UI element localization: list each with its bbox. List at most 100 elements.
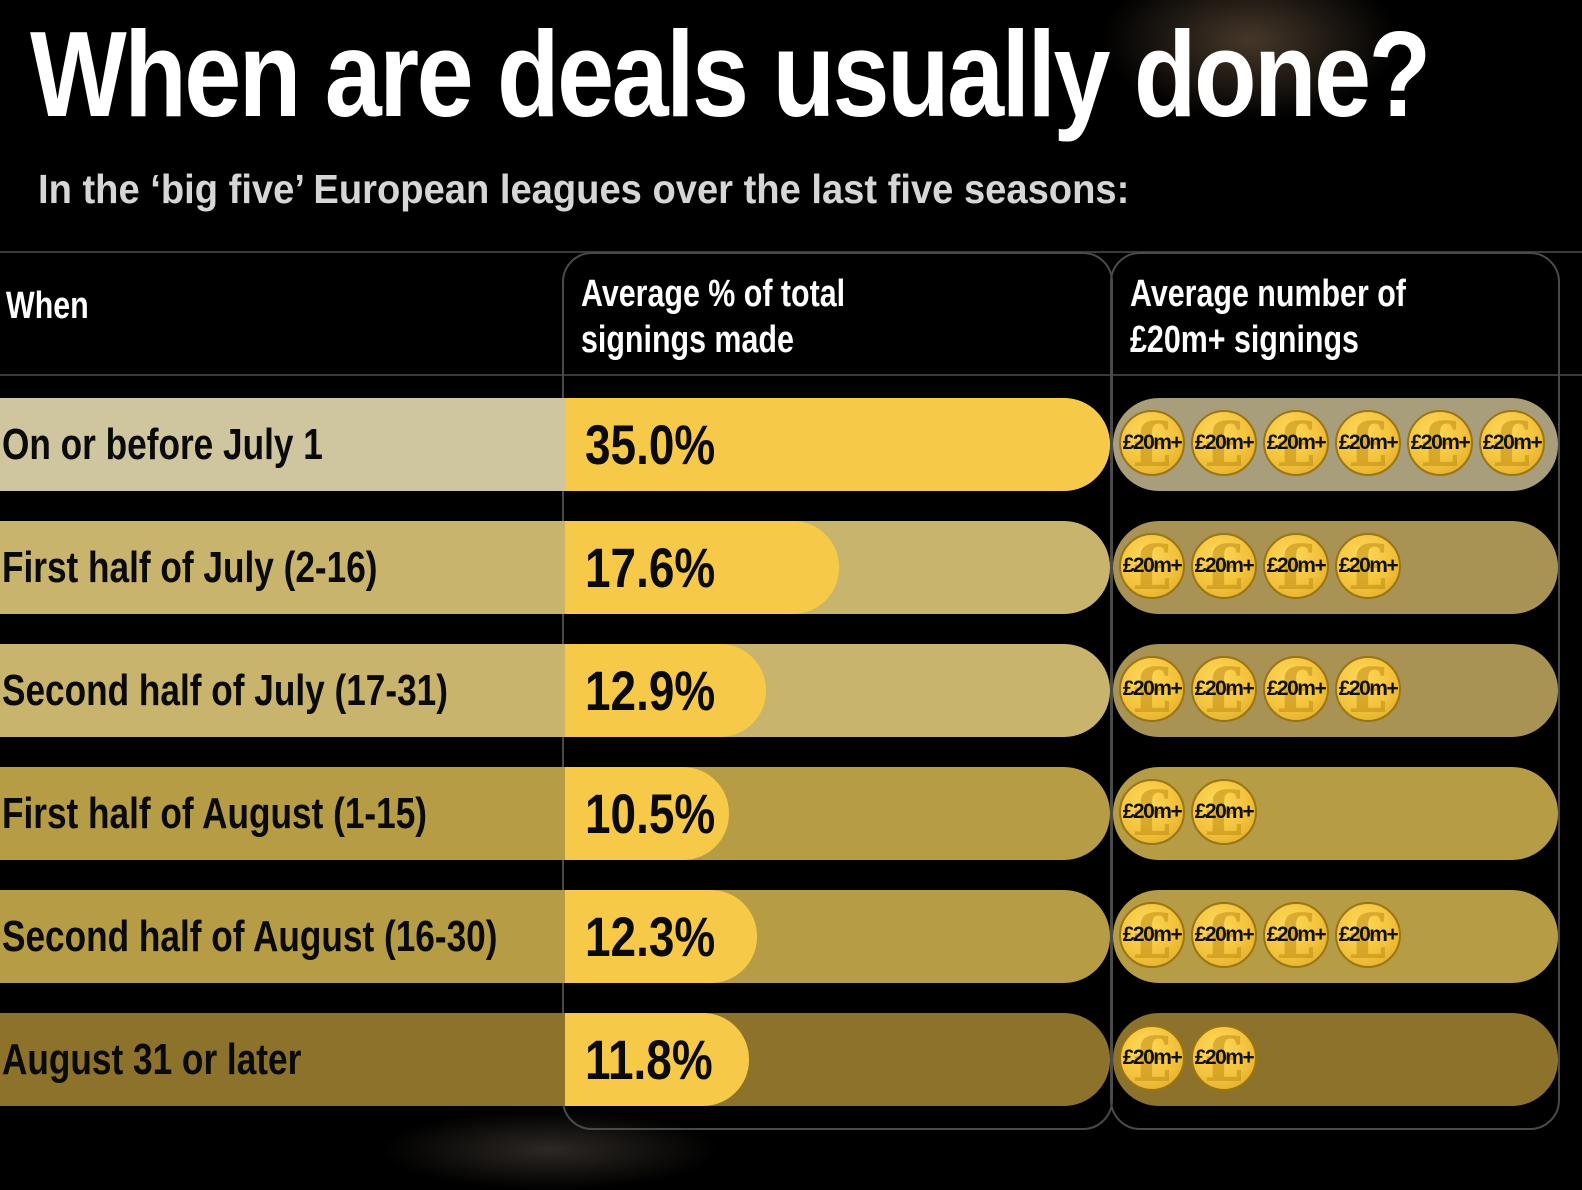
coin-icon: £ £20m+: [1335, 533, 1401, 599]
coin-label: £20m+: [1122, 1046, 1183, 1069]
coin-track: £ £20m+ £ £20m+ £ £20m+ £ £20m+: [1113, 890, 1558, 983]
row-label: First half of August (1-15): [2, 789, 428, 838]
pound-sign-icon: £: [1202, 533, 1246, 599]
coin-icon: £ £20m+: [1119, 533, 1185, 599]
header-count-line2: £20m+ signings: [1130, 319, 1359, 361]
coin-label: £20m+: [1194, 1046, 1255, 1069]
coin-icon: £ £20m+: [1479, 410, 1545, 476]
pound-sign-icon: £: [1274, 533, 1318, 599]
header-bottom-divider: [0, 374, 1582, 376]
pct-value-label: 12.9%: [585, 659, 716, 722]
coin-track: £ £20m+ £ £20m+ £ £20m+ £ £20m+: [1113, 521, 1558, 614]
pound-sign-icon: £: [1130, 1025, 1174, 1091]
pct-value-label: 10.5%: [585, 782, 716, 845]
row-label: Second half of August (16-30): [2, 912, 498, 961]
coin-track: £ £20m+ £ £20m+: [1113, 767, 1558, 860]
coin-group: £ £20m+ £ £20m+ £ £20m+ £ £20m+ £ £20m+ £ £20m+: [1119, 410, 1551, 480]
header-count-line1: Average number of: [1130, 273, 1406, 315]
pound-sign-icon: £: [1202, 410, 1246, 476]
header-pct-line1: Average % of total: [581, 273, 846, 315]
chart-title: When are deals usually done?: [30, 6, 1431, 142]
pct-bar: [565, 521, 839, 614]
coin-label: £20m+: [1266, 431, 1327, 454]
coin-icon: £ £20m+: [1263, 410, 1329, 476]
coin-label: £20m+: [1410, 431, 1471, 454]
pct-value-label: 17.6%: [585, 536, 716, 599]
row-label-background: [0, 767, 565, 860]
pound-sign-icon: £: [1274, 902, 1318, 968]
pound-sign-icon: £: [1346, 410, 1390, 476]
pound-sign-icon: £: [1202, 902, 1246, 968]
row-label: On or before July 1: [2, 420, 323, 469]
row-label-background: [0, 1013, 565, 1106]
row-label: First half of July (2-16): [2, 543, 378, 592]
background-photo-highlight: [1100, 0, 1400, 120]
table-row: Second half of July (17-31) 12.9% £ £20m+ £ £…: [0, 644, 1582, 737]
coin-group: £ £20m+ £ £20m+: [1119, 779, 1263, 849]
coin-icon: £ £20m+: [1119, 656, 1185, 722]
pct-bar: [565, 767, 729, 860]
pound-sign-icon: £: [1274, 656, 1318, 722]
coin-label: £20m+: [1266, 923, 1327, 946]
pct-bar: [565, 644, 766, 737]
pound-sign-icon: £: [1202, 779, 1246, 845]
pound-sign-icon: £: [1490, 410, 1534, 476]
coin-group: £ £20m+ £ £20m+ £ £20m+ £ £20m+: [1119, 533, 1407, 603]
pound-sign-icon: £: [1130, 656, 1174, 722]
coin-icon: £ £20m+: [1407, 410, 1473, 476]
coin-track: £ £20m+ £ £20m+: [1113, 1013, 1558, 1106]
coin-label: £20m+: [1194, 677, 1255, 700]
coin-icon: £ £20m+: [1191, 779, 1257, 845]
pound-sign-icon: £: [1346, 533, 1390, 599]
coin-label: £20m+: [1338, 677, 1399, 700]
pct-value-label: 35.0%: [585, 413, 716, 476]
coin-icon: £ £20m+: [1119, 410, 1185, 476]
coin-icon: £ £20m+: [1263, 656, 1329, 722]
table-row: First half of August (1-15) 10.5% £ £20m+ £ £…: [0, 767, 1582, 860]
coin-group: £ £20m+ £ £20m+ £ £20m+ £ £20m+: [1119, 902, 1407, 972]
chart-subtitle: In the ‘big five’ European leagues over …: [38, 166, 1130, 212]
coin-label: £20m+: [1338, 431, 1399, 454]
coin-label: £20m+: [1266, 677, 1327, 700]
coin-label: £20m+: [1122, 554, 1183, 577]
pct-bar: [565, 398, 1110, 491]
coin-label: £20m+: [1122, 431, 1183, 454]
coin-icon: £ £20m+: [1335, 656, 1401, 722]
pound-sign-icon: £: [1130, 410, 1174, 476]
pound-sign-icon: £: [1130, 779, 1174, 845]
row-label-background: [0, 890, 565, 983]
coin-icon: £ £20m+: [1191, 1025, 1257, 1091]
coin-icon: £ £20m+: [1263, 902, 1329, 968]
coin-icon: £ £20m+: [1191, 410, 1257, 476]
pct-bar-track: 10.5%: [565, 767, 1110, 860]
coin-label: £20m+: [1194, 923, 1255, 946]
row-label-background: [0, 521, 565, 614]
coin-group: £ £20m+ £ £20m+ £ £20m+ £ £20m+: [1119, 656, 1407, 726]
coin-icon: £ £20m+: [1119, 902, 1185, 968]
table-row: On or before July 1 35.0% £ £20m+ £ £20m+ £ £20…: [0, 398, 1582, 491]
pound-sign-icon: £: [1130, 533, 1174, 599]
coin-icon: £ £20m+: [1335, 902, 1401, 968]
pound-sign-icon: £: [1274, 410, 1318, 476]
coin-label: £20m+: [1482, 431, 1543, 454]
pct-bar: [565, 1013, 749, 1106]
coin-icon: £ £20m+: [1191, 656, 1257, 722]
coin-label: £20m+: [1194, 431, 1255, 454]
pct-bar-track: 35.0%: [565, 398, 1110, 491]
row-label: Second half of July (17-31): [2, 666, 448, 715]
header-pct-line2: signings made: [581, 319, 794, 361]
pound-sign-icon: £: [1202, 1025, 1246, 1091]
coin-group: £ £20m+ £ £20m+: [1119, 1025, 1263, 1095]
coin-label: £20m+: [1194, 800, 1255, 823]
coin-label: £20m+: [1122, 677, 1183, 700]
pct-value-label: 11.8%: [585, 1028, 713, 1091]
row-label-background: [0, 644, 565, 737]
header-when: When: [6, 285, 89, 327]
pct-bar-track: 17.6%: [565, 521, 1110, 614]
coin-icon: £ £20m+: [1119, 1025, 1185, 1091]
table-row: First half of July (2-16) 17.6% £ £20m+ £ £20…: [0, 521, 1582, 614]
pct-bar-track: 11.8%: [565, 1013, 1110, 1106]
pct-bar-track: 12.3%: [565, 890, 1110, 983]
coin-icon: £ £20m+: [1119, 779, 1185, 845]
coin-icon: £ £20m+: [1335, 410, 1401, 476]
